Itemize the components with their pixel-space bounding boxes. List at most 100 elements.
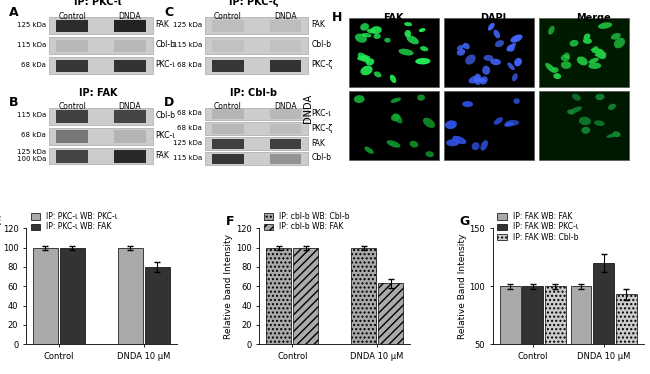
Bar — [444, 91, 534, 160]
FancyBboxPatch shape — [270, 20, 301, 33]
Ellipse shape — [592, 46, 599, 53]
FancyBboxPatch shape — [49, 37, 153, 54]
Text: 68 kDa: 68 kDa — [177, 125, 202, 131]
Ellipse shape — [398, 49, 413, 56]
Text: 115 kDa: 115 kDa — [172, 42, 202, 48]
Bar — [349, 91, 439, 160]
FancyBboxPatch shape — [270, 124, 301, 134]
Ellipse shape — [506, 43, 516, 51]
Bar — [293, 248, 318, 344]
Text: 125 kDa
100 kDa: 125 kDa 100 kDa — [17, 149, 46, 162]
Ellipse shape — [469, 76, 480, 83]
FancyBboxPatch shape — [205, 137, 309, 150]
FancyBboxPatch shape — [57, 60, 88, 72]
Ellipse shape — [611, 33, 621, 40]
Text: Control: Control — [58, 12, 86, 21]
Ellipse shape — [358, 52, 369, 62]
Legend: IP: PKC-ι WB: PKC-ι, IP: PKC-ι WB: FAK: IP: PKC-ι WB: PKC-ι, IP: PKC-ι WB: FAK — [30, 211, 118, 232]
Bar — [145, 267, 170, 344]
Ellipse shape — [480, 140, 488, 151]
Text: B: B — [8, 96, 18, 110]
Text: Merge: Merge — [576, 13, 611, 23]
Bar — [60, 248, 85, 344]
Ellipse shape — [591, 48, 604, 53]
Ellipse shape — [446, 139, 460, 146]
Text: IP: Cbl-b: IP: Cbl-b — [230, 88, 277, 98]
FancyBboxPatch shape — [212, 20, 244, 33]
Ellipse shape — [410, 141, 418, 148]
FancyBboxPatch shape — [270, 40, 301, 52]
FancyBboxPatch shape — [114, 150, 146, 163]
Text: E: E — [0, 215, 1, 227]
Ellipse shape — [445, 120, 457, 129]
Bar — [523, 286, 543, 374]
FancyBboxPatch shape — [114, 40, 146, 52]
FancyBboxPatch shape — [205, 107, 309, 120]
Ellipse shape — [564, 53, 570, 59]
Ellipse shape — [572, 94, 581, 101]
Ellipse shape — [354, 95, 365, 103]
Ellipse shape — [608, 104, 616, 110]
Text: 115 kDa: 115 kDa — [17, 42, 46, 48]
Ellipse shape — [423, 118, 435, 128]
FancyBboxPatch shape — [57, 20, 88, 33]
Text: 125 kDa: 125 kDa — [17, 22, 46, 28]
Bar — [616, 294, 636, 374]
Ellipse shape — [584, 33, 590, 40]
Text: PKC-ι: PKC-ι — [311, 109, 332, 118]
FancyBboxPatch shape — [49, 148, 153, 165]
Ellipse shape — [465, 55, 476, 65]
Text: 68 kDa: 68 kDa — [21, 132, 46, 138]
Ellipse shape — [567, 109, 575, 114]
Bar — [500, 286, 521, 374]
Ellipse shape — [463, 43, 470, 49]
FancyBboxPatch shape — [57, 40, 88, 52]
Text: PKC-ζ: PKC-ζ — [311, 60, 333, 69]
Legend: IP: FAK WB: FAK, IP: FAK WB: PKC-ι, IP: FAK WB: Cbl-b: IP: FAK WB: FAK, IP: FAK WB: PKC-ι, IP: … — [497, 211, 579, 242]
Text: DNDA: DNDA — [303, 94, 313, 123]
Text: 125 kDa: 125 kDa — [173, 22, 202, 28]
FancyBboxPatch shape — [212, 154, 244, 163]
Ellipse shape — [488, 23, 495, 31]
Ellipse shape — [474, 73, 482, 85]
Ellipse shape — [514, 58, 522, 67]
FancyBboxPatch shape — [270, 139, 301, 148]
Bar — [444, 18, 534, 88]
Text: 115 kDa: 115 kDa — [17, 113, 46, 119]
Text: DNDA: DNDA — [274, 102, 296, 111]
Ellipse shape — [361, 65, 372, 75]
Ellipse shape — [393, 113, 402, 123]
Ellipse shape — [561, 55, 570, 61]
Ellipse shape — [612, 131, 621, 137]
Ellipse shape — [457, 45, 464, 50]
Ellipse shape — [477, 79, 486, 82]
Ellipse shape — [495, 40, 504, 47]
Ellipse shape — [606, 133, 620, 138]
Ellipse shape — [581, 127, 590, 134]
Ellipse shape — [510, 34, 523, 43]
FancyBboxPatch shape — [49, 18, 153, 34]
Ellipse shape — [480, 76, 488, 85]
Ellipse shape — [598, 22, 612, 29]
Text: H: H — [332, 11, 342, 24]
Text: A: A — [8, 6, 18, 19]
Ellipse shape — [361, 33, 372, 37]
Text: C: C — [164, 6, 174, 19]
Ellipse shape — [406, 36, 419, 45]
FancyBboxPatch shape — [49, 128, 153, 144]
Ellipse shape — [367, 28, 376, 34]
FancyBboxPatch shape — [57, 110, 88, 123]
FancyBboxPatch shape — [49, 108, 153, 125]
Text: Control: Control — [214, 12, 242, 21]
Ellipse shape — [355, 34, 367, 43]
Bar — [33, 248, 58, 344]
FancyBboxPatch shape — [114, 20, 146, 33]
FancyBboxPatch shape — [270, 60, 301, 72]
Ellipse shape — [595, 49, 606, 59]
Ellipse shape — [452, 136, 466, 144]
Ellipse shape — [360, 23, 369, 31]
Ellipse shape — [588, 58, 599, 64]
Ellipse shape — [493, 30, 500, 39]
Bar — [539, 91, 629, 160]
Ellipse shape — [588, 62, 601, 69]
